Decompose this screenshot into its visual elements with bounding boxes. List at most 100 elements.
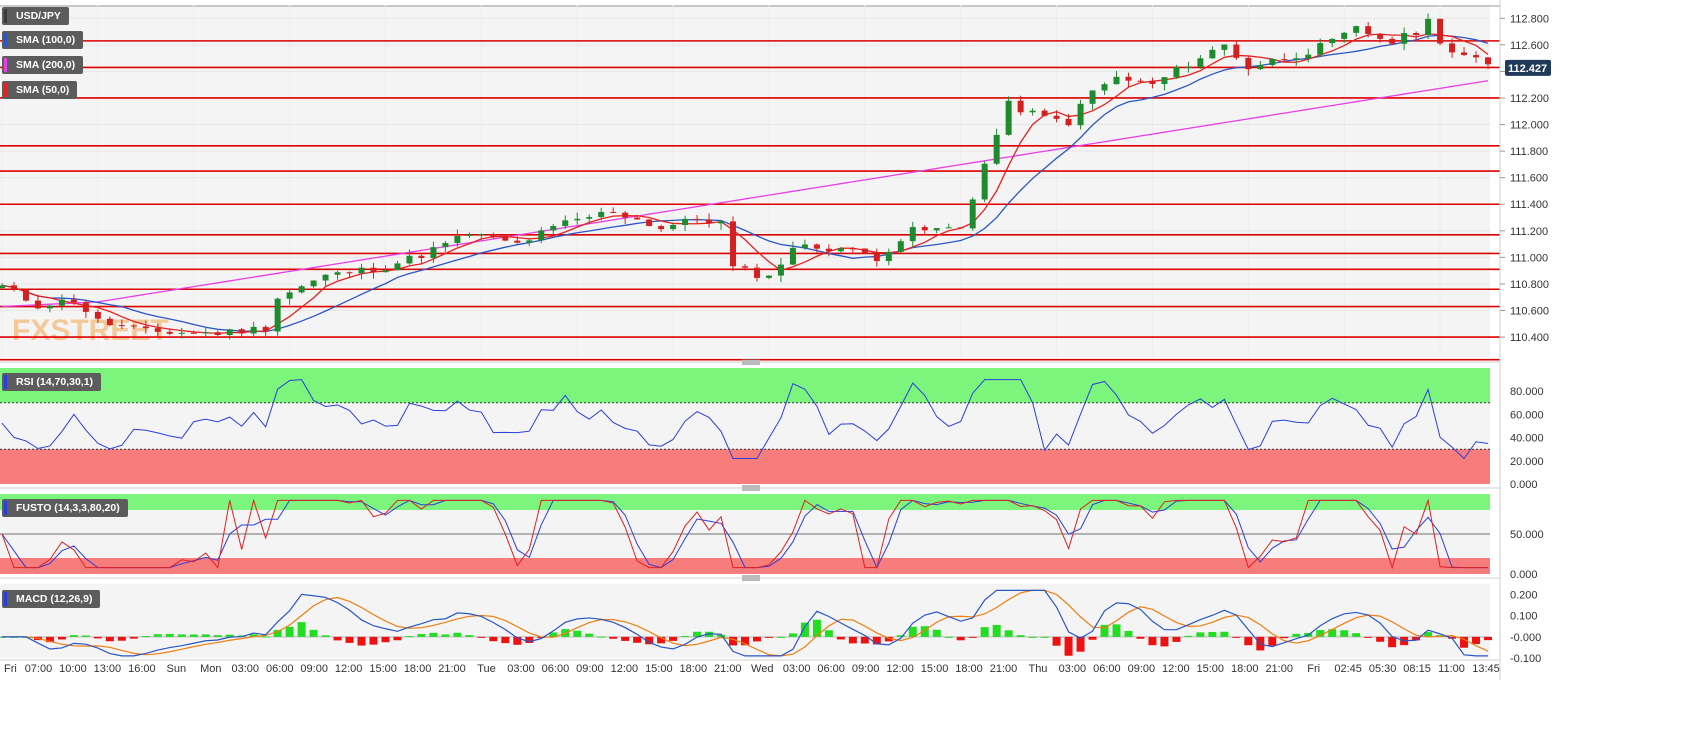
macd-histogram-bar <box>465 635 474 637</box>
macd-histogram-bar <box>872 636 881 645</box>
macd-histogram-bar <box>597 636 606 638</box>
macd-histogram-bar <box>1172 636 1181 642</box>
price-tick-label: 112.600 <box>1510 40 1549 52</box>
macd-histogram-bar <box>1244 636 1253 646</box>
time-tick-label: 12:00 <box>1162 663 1190 675</box>
fusto-tag[interactable]: FUSTO (14,3,3,80,20) <box>2 499 128 517</box>
macd-histogram-bar <box>1208 631 1217 637</box>
macd-histogram-bar <box>153 634 162 637</box>
candle-body <box>1269 59 1276 65</box>
macd-signal-line <box>2 589 1489 657</box>
macd-tick-label: -0.100 <box>1510 653 1541 665</box>
sma-200-tag[interactable]: SMA (200,0) <box>2 56 84 74</box>
time-tick-label: 03:00 <box>1059 663 1087 675</box>
fusto-oversold-zone <box>0 558 1490 574</box>
candle-body <box>825 248 832 252</box>
fusto-label: FUSTO (14,3,3,80,20) <box>16 502 120 514</box>
candle-body <box>634 217 641 220</box>
macd-histogram-bar <box>944 636 953 638</box>
time-tick-label: Wed <box>751 663 773 675</box>
macd-histogram-bar <box>645 636 654 645</box>
macd-histogram-bar <box>1064 636 1073 656</box>
macd-histogram-bar <box>213 635 222 637</box>
time-tick-label: 21:00 <box>714 663 742 675</box>
macd-histogram-bar <box>1376 636 1385 642</box>
macd-histogram-bar <box>381 636 390 643</box>
macd-histogram-bar <box>177 634 186 637</box>
macd-histogram-bar <box>165 633 174 637</box>
macd-histogram-bar <box>1160 636 1169 647</box>
sma-50-color-bar <box>4 83 7 97</box>
candle-body <box>94 311 101 319</box>
macd-histogram-bar <box>249 634 258 637</box>
rsi-tag[interactable]: RSI (14,70,30,1) <box>2 373 102 391</box>
candle-body <box>1089 90 1096 104</box>
candle-body <box>118 325 125 327</box>
macd-histogram-bar <box>441 634 450 637</box>
fusto-color-bar <box>4 501 7 515</box>
time-tick-label: 09:00 <box>576 663 604 675</box>
candle-body <box>1149 80 1156 84</box>
time-tick-label: 09:00 <box>852 663 880 675</box>
sma-200-label: SMA (200,0) <box>16 59 76 71</box>
candle-body <box>106 318 113 326</box>
candle-body <box>730 221 737 267</box>
time-tick-label: 09:00 <box>1128 663 1156 675</box>
candle-body <box>1257 64 1264 70</box>
macd-histogram-bar <box>1184 635 1193 637</box>
time-tick-label: 21:00 <box>438 663 466 675</box>
price-tick-label: 111.200 <box>1510 226 1548 238</box>
macd-histogram-bar <box>141 635 150 637</box>
sma-50-tag[interactable]: SMA (50,0) <box>2 81 78 99</box>
candle-body <box>837 248 844 252</box>
macd-histogram-bar <box>273 630 282 637</box>
macd-histogram-bar <box>812 619 821 637</box>
candle-body <box>670 224 677 230</box>
macd-histogram-bar <box>1388 636 1397 648</box>
candle-body <box>1197 58 1204 67</box>
macd-histogram-bar <box>417 634 426 637</box>
candle-body <box>777 264 784 276</box>
sma-100-tag[interactable]: SMA (100,0) <box>2 31 84 49</box>
candle-body <box>753 267 760 278</box>
candle-body <box>358 267 365 274</box>
macd-histogram-bar <box>884 636 893 642</box>
candle-body <box>322 274 329 281</box>
candle-body <box>238 329 245 334</box>
time-tick-label: 13:00 <box>94 663 122 675</box>
candle-body <box>1005 100 1012 135</box>
time-tick-label: 18:00 <box>1231 663 1259 675</box>
candle-body <box>82 302 89 312</box>
macd-histogram-bar <box>585 633 594 637</box>
candle-body <box>274 298 281 332</box>
macd-histogram-bar <box>45 636 54 643</box>
macd-tag[interactable]: MACD (12,26,9) <box>2 590 101 608</box>
macd-histogram-bar <box>333 636 342 641</box>
macd-histogram-bar <box>669 636 678 641</box>
candle-body <box>598 211 605 218</box>
macd-histogram-bar <box>573 630 582 637</box>
macd-background <box>0 584 1490 658</box>
macd-histogram-bar <box>908 626 917 637</box>
candle-body <box>1065 118 1072 126</box>
candle-body <box>394 263 401 271</box>
macd-histogram-bar <box>717 634 726 637</box>
candle-body <box>682 218 689 225</box>
price-tick-label: 112.800 <box>1510 13 1549 25</box>
macd-histogram-bar <box>1016 635 1025 637</box>
candle-body <box>1461 52 1468 56</box>
candle-body <box>981 163 988 200</box>
rsi-tick-label: 40.000 <box>1510 433 1544 445</box>
time-tick-label: 15:00 <box>921 663 949 675</box>
candle-body <box>1041 110 1048 116</box>
candle-body <box>298 286 305 293</box>
macd-histogram-bar <box>117 636 126 641</box>
symbol-tag[interactable]: USD/JPY <box>2 7 69 25</box>
candle-body <box>0 285 5 289</box>
macd-histogram-bar <box>321 635 330 637</box>
sma-100-color-bar <box>4 33 7 47</box>
candle-body <box>813 244 820 249</box>
candle-body <box>1305 54 1312 59</box>
candle-body <box>406 255 413 264</box>
